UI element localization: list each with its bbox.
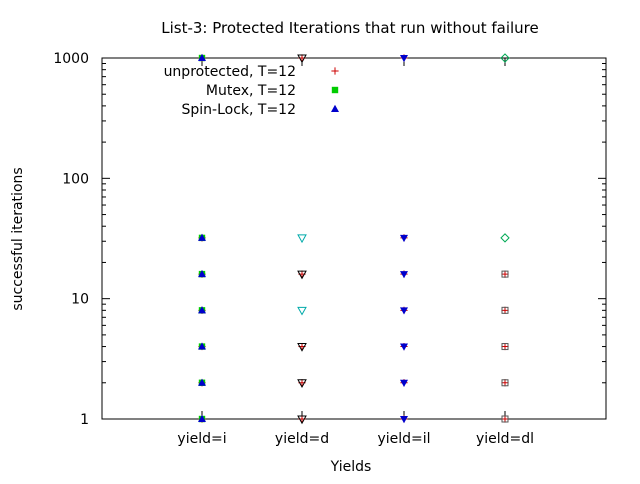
data-point bbox=[501, 306, 509, 314]
data-point bbox=[501, 270, 509, 278]
legend: unprotected, T=12 Mutex, T=12 Spin-Lock, T… bbox=[164, 64, 339, 118]
series-group bbox=[400, 55, 408, 424]
data-point bbox=[198, 233, 206, 241]
data-point bbox=[400, 343, 408, 351]
data-point bbox=[198, 414, 206, 422]
y-tick-label: 1000 bbox=[53, 51, 89, 67]
data-point bbox=[400, 271, 408, 279]
data-points bbox=[198, 53, 510, 425]
data-point bbox=[400, 234, 408, 243]
data-point bbox=[501, 343, 509, 351]
data-point bbox=[297, 343, 307, 352]
y-tick-label: 10 bbox=[71, 292, 89, 308]
legend-label: Spin-Lock, T=12 bbox=[181, 102, 296, 118]
y-tick-label: 1 bbox=[80, 412, 89, 428]
y-axis: 1 10 100 1000 bbox=[53, 51, 606, 428]
data-point bbox=[501, 379, 509, 387]
y-axis-label: successful iterations bbox=[10, 167, 26, 310]
data-point bbox=[297, 54, 307, 64]
legend-label: unprotected, T=12 bbox=[164, 64, 296, 80]
series-group bbox=[297, 54, 307, 425]
legend-marker bbox=[331, 104, 339, 112]
legend-marker bbox=[331, 67, 339, 75]
chart-title: List-3: Protected Iterations that run wi… bbox=[161, 19, 538, 37]
data-point bbox=[400, 416, 408, 424]
data-point bbox=[297, 379, 307, 389]
x-tick-label: yield=dl bbox=[476, 431, 534, 447]
data-point bbox=[500, 233, 510, 243]
data-point bbox=[400, 55, 408, 63]
data-point bbox=[501, 342, 509, 351]
x-axis: yield=i yield=d yield=il yield=dl bbox=[177, 58, 534, 447]
data-point bbox=[501, 379, 509, 387]
data-point bbox=[297, 270, 307, 280]
legend-marker bbox=[331, 86, 339, 94]
series-group bbox=[198, 53, 206, 422]
series-group bbox=[501, 270, 509, 423]
data-point bbox=[297, 234, 307, 244]
data-point bbox=[400, 307, 408, 315]
plot-frame bbox=[101, 57, 607, 420]
y-tick-label: 100 bbox=[62, 171, 89, 187]
data-point bbox=[501, 270, 509, 278]
data-point bbox=[297, 306, 307, 316]
series-group bbox=[500, 53, 510, 243]
data-point bbox=[198, 378, 206, 386]
data-point bbox=[198, 53, 206, 61]
x-tick-label: yield=i bbox=[177, 431, 226, 447]
data-point bbox=[400, 379, 408, 387]
x-tick-label: yield=d bbox=[275, 431, 329, 447]
data-point bbox=[501, 306, 509, 314]
data-point bbox=[198, 269, 206, 278]
data-point bbox=[297, 415, 307, 425]
data-point bbox=[500, 53, 510, 63]
data-point bbox=[501, 415, 509, 423]
legend-label: Mutex, T=12 bbox=[206, 83, 296, 99]
data-point bbox=[198, 342, 206, 350]
x-axis-label: Yields bbox=[330, 459, 372, 475]
x-tick-label: yield=il bbox=[377, 431, 430, 447]
data-point bbox=[198, 306, 206, 314]
series-group bbox=[297, 234, 307, 316]
data-point bbox=[501, 415, 509, 423]
